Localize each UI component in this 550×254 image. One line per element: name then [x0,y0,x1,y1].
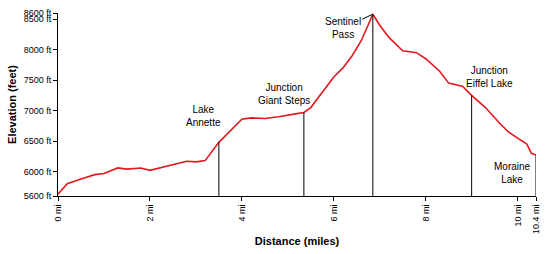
svg-text:2 mi: 2 mi [145,205,155,222]
svg-text:SentinelPass: SentinelPass [325,16,361,40]
svg-text:8500 ft: 8500 ft [24,14,52,24]
svg-text:6000 ft: 6000 ft [24,167,52,177]
svg-text:10 mi: 10 mi [513,205,523,227]
svg-text:LakeAnnette: LakeAnnette [186,104,221,128]
svg-text:Distance (miles): Distance (miles) [255,235,340,247]
svg-text:8000 ft: 8000 ft [24,45,52,55]
svg-text:JunctionEiffel Lake: JunctionEiffel Lake [466,65,513,89]
svg-text:5600 ft: 5600 ft [24,191,52,201]
svg-text:8600 ft: 8600 ft [24,8,52,18]
svg-text:4 mi: 4 mi [237,205,247,222]
svg-text:7000 ft: 7000 ft [24,106,52,116]
svg-text:JunctionGiant Steps: JunctionGiant Steps [258,82,310,106]
svg-text:MoraineLake: MoraineLake [494,161,531,185]
svg-text:0 mi: 0 mi [53,205,63,222]
svg-text:10.4 mi: 10.4 mi [531,205,541,235]
svg-text:8 mi: 8 mi [421,205,431,222]
svg-text:6 mi: 6 mi [329,205,339,222]
svg-text:7500 ft: 7500 ft [24,75,52,85]
svg-text:6500 ft: 6500 ft [24,136,52,146]
svg-text:Elevation (feet): Elevation (feet) [6,65,18,144]
